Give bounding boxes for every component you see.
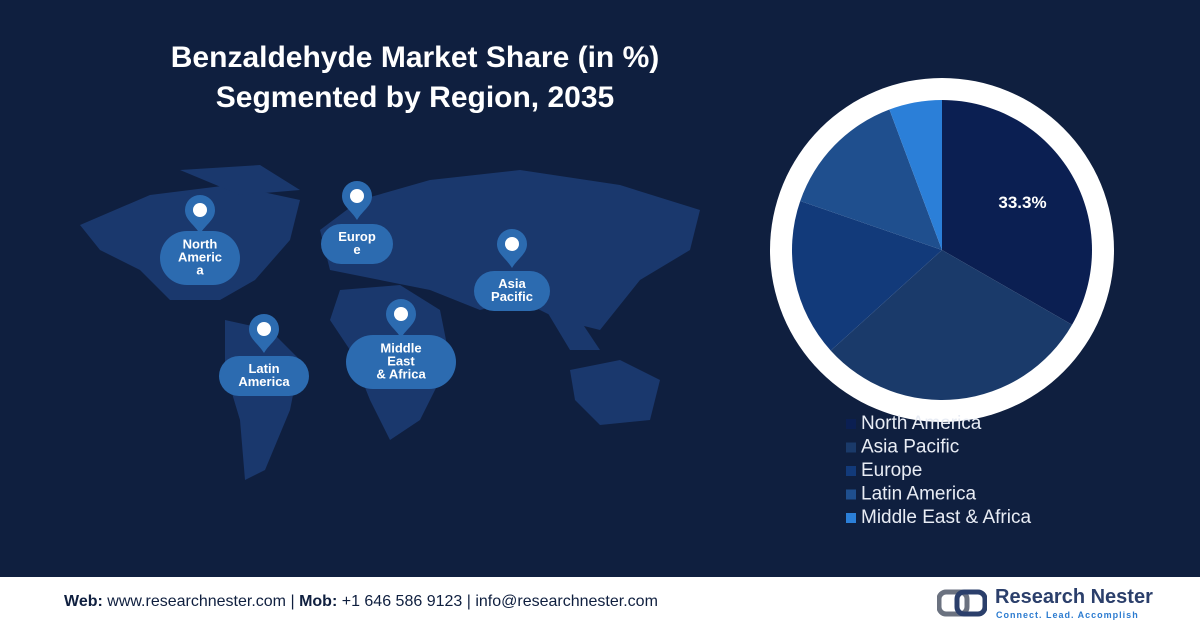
map-label: a xyxy=(196,262,204,277)
chart-title: Benzaldehyde Market Share (in %) Segment… xyxy=(170,41,660,114)
map-label-box xyxy=(474,271,550,311)
chart: NorthAmericaEuropeAsiaPacificLatinAmeric… xyxy=(80,78,1114,528)
map-label: Latin xyxy=(248,361,279,376)
map-label-box xyxy=(160,231,240,285)
map-pin-dot xyxy=(257,322,271,336)
map-label: Americ xyxy=(178,249,222,264)
map-label: & Africa xyxy=(376,366,426,381)
map-pin-dot xyxy=(394,307,408,321)
web: www.researchnester.com xyxy=(107,593,286,610)
map-pin-dot xyxy=(350,189,364,203)
map-label: Europ xyxy=(338,229,376,244)
legend-swatch xyxy=(846,442,856,453)
logo-tagline: Connect. Lead. Accomplish xyxy=(996,610,1139,620)
pie-slice xyxy=(791,200,942,351)
pie-slice xyxy=(942,100,1092,325)
footer-contact: Web: www.researchnester.com | Mob: +1 64… xyxy=(64,593,658,611)
legend-label: Middle East & Africa xyxy=(861,507,1031,528)
map-label: Asia xyxy=(498,276,526,291)
logo-name: Research Nester xyxy=(995,586,1153,608)
separator: | xyxy=(466,593,471,610)
legend-swatch xyxy=(846,489,856,500)
legend-swatch xyxy=(846,513,856,523)
pie-slice xyxy=(800,109,942,250)
mob: +1 646 586 9123 xyxy=(341,593,463,610)
map-label: Middle xyxy=(380,340,421,355)
legend-label: North America xyxy=(861,413,982,434)
map-label: e xyxy=(353,242,360,257)
logo-icon xyxy=(937,589,987,617)
map-pins: NorthAmericaEuropeAsiaPacificLatinAmeric… xyxy=(160,181,550,396)
pie: 33.3% xyxy=(791,100,1092,400)
map-label: East xyxy=(387,353,415,368)
map-label-box xyxy=(346,335,456,389)
legend-swatch xyxy=(846,466,856,476)
email: info@researchnester.com xyxy=(475,593,658,610)
map-label-box xyxy=(321,224,393,264)
map-label-box xyxy=(219,356,309,396)
map-pin-dot xyxy=(193,203,207,217)
data-label: 33.3% xyxy=(998,193,1046,212)
legend-label: Latin America xyxy=(861,484,977,505)
separator: | xyxy=(290,593,295,610)
legend-label: Asia Pacific xyxy=(861,437,959,458)
footer: Web: www.researchnester.com | Mob: +1 64… xyxy=(0,577,1200,628)
legend-swatch xyxy=(846,419,856,429)
map-pin-dot xyxy=(505,237,519,251)
legend-label: Europe xyxy=(861,460,922,481)
map-label: North xyxy=(183,236,218,251)
web-label: Web: xyxy=(64,593,103,610)
map-label: America xyxy=(238,374,290,389)
pie-slice xyxy=(830,250,1073,400)
mob-label: Mob: xyxy=(299,593,338,610)
map-label: Pacific xyxy=(491,289,533,304)
pie-slice xyxy=(889,100,942,250)
